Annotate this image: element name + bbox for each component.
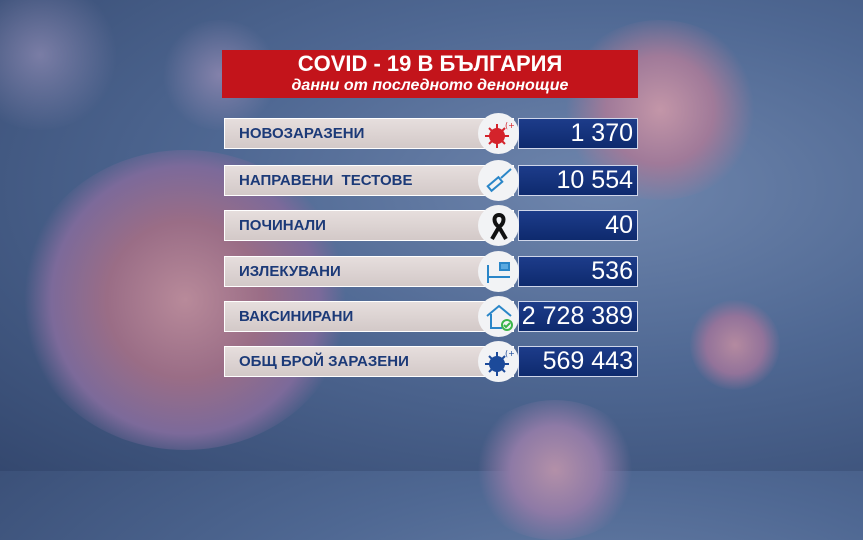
stat-label: ОБЩ БРОЙ ЗАРАЗЕНИ [224, 346, 514, 377]
stat-value: 10 554 [518, 165, 638, 196]
subtitle: данни от последното денонощие [291, 77, 569, 94]
stat-row-recovered: ИЗЛЕКУВАНИ 536 [224, 251, 638, 292]
stat-row-deaths: ПОЧИНАЛИ 40 [224, 205, 638, 246]
header-banner: COVID - 19 В БЪЛГАРИЯ данни от последнот… [222, 50, 638, 98]
virus-plus-icon: (+) [478, 113, 519, 154]
stat-row-tests: НАПРАВЕНИ ТЕСТОВЕ 10 554 [224, 160, 638, 201]
stat-row-total-cases: ОБЩ БРОЙ ЗАРАЗЕНИ 569 443 (+) [224, 341, 638, 382]
stat-row-vaccinated: ВАКСИНИРАНИ 2 728 389 [224, 296, 638, 337]
stat-value: 536 [518, 256, 638, 287]
svg-text:(+): (+) [505, 349, 514, 358]
stat-value: 569 443 [518, 346, 638, 377]
background-virus [20, 150, 350, 450]
stat-label: ВАКСИНИРАНИ [224, 301, 514, 332]
stat-label: ИЗЛЕКУВАНИ [224, 256, 514, 287]
background-virus [0, 0, 120, 130]
virus-plus-icon: (+) [478, 341, 519, 382]
stat-label: ПОЧИНАЛИ [224, 210, 514, 241]
background-virus [690, 300, 780, 390]
background-virus [470, 400, 640, 540]
svg-text:(+): (+) [505, 121, 514, 130]
stat-row-new-cases: НОВОЗАРАЗЕНИ 1 370 (+) [224, 113, 638, 154]
stat-value: 2 728 389 [518, 301, 638, 332]
test-swab-icon [478, 160, 519, 201]
title: COVID - 19 В БЪЛГАРИЯ [297, 51, 563, 76]
stat-value: 40 [518, 210, 638, 241]
mourning-ribbon-icon [478, 205, 519, 246]
bed-icon [478, 251, 519, 292]
stat-label: НАПРАВЕНИ ТЕСТОВЕ [224, 165, 514, 196]
stat-label: НОВОЗАРАЗЕНИ [224, 118, 514, 149]
stat-value: 1 370 [518, 118, 638, 149]
home-check-icon [478, 296, 519, 337]
